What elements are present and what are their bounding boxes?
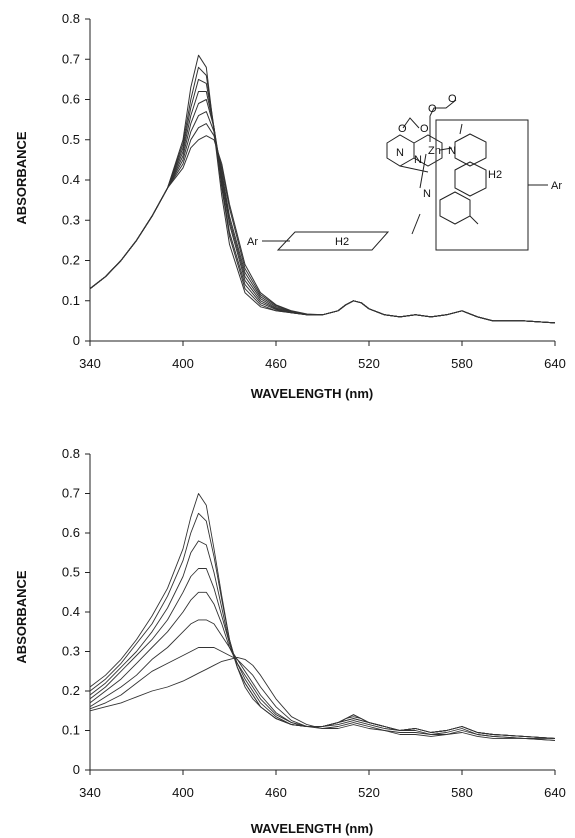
top-series-line-5 [89,99,556,324]
inset-chemical-structure [262,99,548,251]
bottom-y-tick-label: 0.3 [62,644,80,659]
phen-left-ring-b [413,134,443,167]
struct-label-n1: N [396,147,404,159]
phen-right-ring-c [439,191,471,225]
top-series-line-2 [89,66,556,324]
bottom-series-layer [89,493,556,741]
struct-label-o4: O [448,93,457,105]
bottom-axes: 0 0.1 0.2 0.3 0.4 0.5 0.6 0.7 0.8 340 400 460 520 580… [62,446,566,800]
top-x-tick-label: 340 [79,356,101,371]
top-y-axis-title: ABSORBANCE [14,131,29,225]
top-x-tick-label: 520 [358,356,380,371]
bottom-y-tick-label: 0.6 [62,525,80,540]
struct-label-n4: N [423,188,431,200]
top-spectrum-chart: 0 0.1 0.2 0.3 0.4 0.5 0.6 0.7 0.8 340 400 460 520 580… [14,11,566,401]
bottom-series-line-6 [89,619,555,739]
struct-label-h2-left: H2 [335,236,349,248]
phen-right-ring-a [454,133,487,167]
left-porphyrin-plane [276,231,390,251]
top-y-tick-label: 0.6 [62,92,80,107]
top-y-tick-label: 0.7 [62,51,80,66]
top-axes: 0 0.1 0.2 0.3 0.4 0.5 0.6 0.7 0.8 340 400 460 520 580… [62,11,566,371]
struct-label-o2: O [420,123,429,135]
zn-n-bond-1 [419,153,427,189]
struct-label-ar-left: Ar [247,236,258,248]
bottom-series-line-2 [89,512,556,739]
top-series-line-6 [89,111,556,324]
bottom-series-line-5 [89,591,556,739]
bottom-y-tick-label: 0 [73,762,80,777]
top-series-line-4 [89,91,556,324]
bottom-y-tick-label: 0.7 [62,486,80,501]
top-x-tick-label: 460 [265,356,287,371]
top-x-tick-label: 400 [172,356,194,371]
zn-n-bond-2 [439,147,453,151]
bottom-x-tick-label: 580 [451,785,473,800]
top-x-tick-label: 580 [451,356,473,371]
top-y-tick-label: 0.5 [62,132,80,147]
bottom-y-tick-label: 0.5 [62,565,80,580]
bottom-series-line-1 [89,493,556,739]
bottom-spectrum-chart: 0 0.1 0.2 0.3 0.4 0.5 0.6 0.7 0.8 340 400 460 520 580… [14,446,566,836]
bottom-y-tick-label: 0.2 [62,683,80,698]
top-y-tick-label: 0.8 [62,11,80,26]
bottom-y-tick-label: 0.4 [62,604,80,619]
inset-structure-labels: Ar H2 Zn N N N N O O O O H2 Ar [247,93,562,248]
phen-right-bond-2 [469,215,479,225]
struct-label-zn: Zn [428,145,441,157]
struct-label-n2: N [414,154,422,166]
top-y-tick-label: 0.4 [62,172,80,187]
bottom-y-axis-title: ABSORBANCE [14,570,29,664]
top-y-tick-label: 0.3 [62,212,80,227]
struct-label-n3: N [448,145,456,157]
bottom-series-line-7 [89,647,556,741]
phen-right-bond-1 [459,123,463,135]
top-x-axis-title: WAVELENGTH (nm) [251,386,374,401]
top-y-tick-label: 0 [73,333,80,348]
carboxylate-top [429,99,457,117]
top-series-layer [89,54,556,324]
bottom-x-tick-label: 640 [544,785,566,800]
bottom-y-tick-label: 0.1 [62,723,80,738]
bottom-x-tick-label: 340 [79,785,101,800]
carboxylate-left [402,117,420,129]
bottom-x-tick-label: 520 [358,785,380,800]
bottom-series-line-8 [89,656,556,741]
bottom-x-tick-label: 460 [265,785,287,800]
bottom-x-tick-label: 400 [172,785,194,800]
bottom-y-tick-label: 0.8 [62,446,80,461]
top-series-line-8 [89,135,556,324]
linker-bond [411,213,421,235]
struct-label-o3: O [428,103,437,115]
top-series-line-7 [89,123,556,324]
top-y-tick-label: 0.1 [62,293,80,308]
top-series-line-1 [89,54,556,324]
struct-label-ar-right: Ar [551,180,562,192]
top-y-tick-label: 0.2 [62,253,80,268]
struct-label-h2-right: H2 [488,169,502,181]
struct-label-o1: O [398,123,407,135]
bottom-x-axis-title: WAVELENGTH (nm) [251,821,374,836]
phen-right-ring-b [454,161,487,197]
top-x-tick-label: 640 [544,356,566,371]
